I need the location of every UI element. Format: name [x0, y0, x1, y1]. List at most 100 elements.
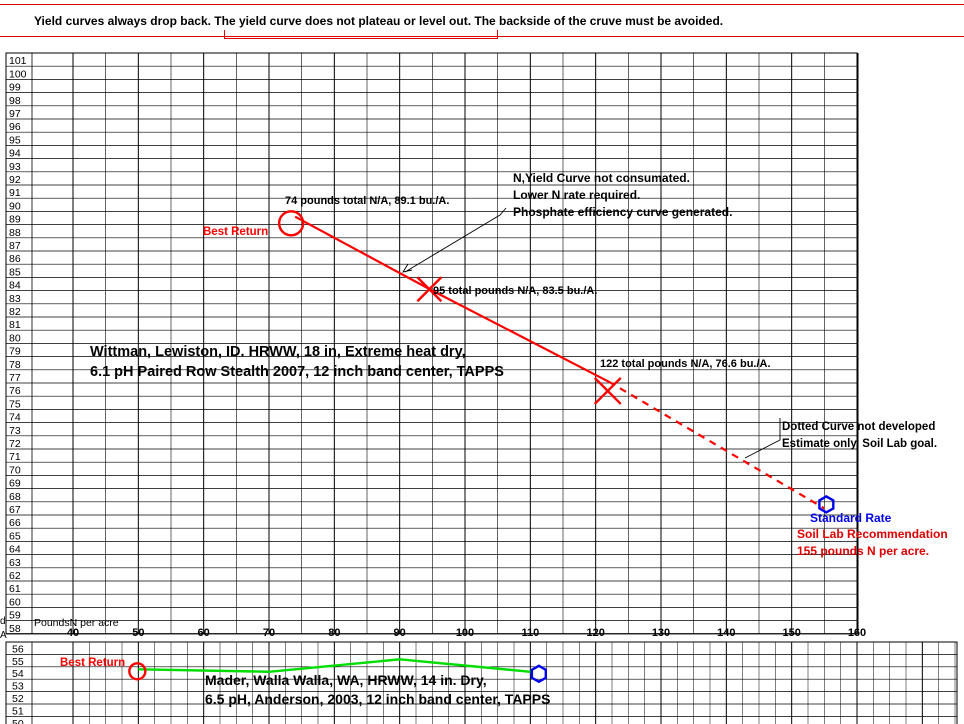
header-bracket-left: [224, 30, 225, 39]
y-tick-label: 70: [9, 464, 21, 476]
x-tick-label: 100: [456, 627, 474, 639]
y-tick-label: 79: [9, 346, 21, 358]
y-tick-label: 73: [9, 425, 21, 437]
y-tick-label: 91: [9, 187, 21, 199]
site-info-top: Wittman, Lewiston, ID. HRWW, 18 in, Extr…: [90, 344, 466, 360]
y-tick-label: 90: [9, 200, 21, 212]
y-tick-label-bottom: 54: [12, 668, 24, 680]
y-tick-label: 67: [9, 504, 21, 516]
y-tick-label: 68: [9, 491, 21, 503]
site-info-top: 6.1 pH Paired Row Stealth 2007, 12 inch …: [90, 364, 504, 380]
y-tick-label-bottom: 56: [12, 643, 24, 655]
annotation-consummated: N,Yield Curve not consumated.: [513, 171, 690, 185]
standard-rate-label: Standard Rate: [810, 511, 892, 525]
y-tick-label: 62: [9, 570, 21, 582]
best-return-marker: [277, 210, 305, 237]
point-label-95: 95 total pounds N/A, 83.5 bu./A.: [433, 285, 597, 297]
best-return-label-bottom: Best Return: [60, 657, 125, 669]
x-tick-label: 150: [782, 627, 800, 639]
y-tick-label: 95: [9, 134, 21, 146]
y-tick-label: 64: [9, 544, 21, 556]
x-tick-label: 70: [263, 627, 275, 639]
point-label-122: 122 total pounds N/A, 76.6 bu./A.: [600, 358, 771, 370]
site-info-bottom: 6.5 pH, Anderson, 2003, 12 inch band cen…: [205, 691, 550, 707]
x-tick-label: 160: [848, 627, 866, 639]
y-tick-label: 99: [9, 82, 21, 94]
x-tick-label: 40: [67, 627, 79, 639]
header-bottom-rule: [0, 36, 964, 37]
y-tick-label: 65: [9, 530, 21, 542]
x-tick-label: 140: [717, 627, 735, 639]
y-tick-label: 97: [9, 108, 21, 120]
header-bracket-right: [497, 30, 498, 39]
leader-arrowhead: [402, 263, 413, 273]
x-tick-label: 120: [586, 627, 604, 639]
y-tick-label: 88: [9, 227, 21, 239]
annotation-dotted: Dotted Curve not developed: [782, 421, 935, 433]
x-marker-95: [416, 276, 443, 303]
y-tick-label: 77: [9, 372, 21, 384]
y-tick-label: 69: [9, 478, 21, 490]
y-tick-label: 71: [9, 451, 21, 463]
series-dotted-estimate: [608, 380, 825, 510]
y-tick-label: 60: [9, 596, 21, 608]
y-tick-label: 80: [9, 332, 21, 344]
y-tick-label: 74: [9, 412, 21, 424]
y-tick-label: 75: [9, 398, 21, 410]
y-tick-label: 76: [9, 385, 21, 397]
y-tick-label: 66: [9, 517, 21, 529]
y-tick-label: 59: [9, 610, 21, 622]
y-tick-label-bottom: 50: [12, 718, 24, 724]
y-tick-label: 58: [9, 623, 21, 635]
site-info-bottom: Mader, Walla Walla, WA, HRWW, 14 in. Dry…: [205, 672, 487, 688]
y-tick-label: 78: [9, 359, 21, 371]
y-tick-label: 92: [9, 174, 21, 186]
y-tick-label: 93: [9, 161, 21, 173]
y-tick-label-bottom: 52: [12, 693, 24, 705]
y-tick-label: 86: [9, 253, 21, 265]
leader-consummated: [404, 207, 507, 273]
x-axis-label: PoundsN per acre: [34, 617, 119, 629]
annotation-dotted: Estimate only, Soil Lab goal.: [782, 438, 937, 450]
header-bracket-rule: [224, 38, 498, 39]
y-tick-label: 101: [9, 55, 27, 67]
y-tick-label: 72: [9, 438, 21, 450]
x-tick-label: 110: [521, 627, 539, 639]
x-tick-label: 130: [652, 627, 670, 639]
y-tick-label: 84: [9, 280, 21, 292]
header-top-rule: [0, 4, 964, 5]
y-tick-label: 61: [9, 583, 21, 595]
series-mader-curve: [138, 658, 531, 673]
y-tick-label-bottom: 51: [12, 705, 24, 717]
y-tick-label: 81: [9, 319, 21, 331]
y-tick-label: 100: [9, 68, 27, 80]
y-tick-label: 98: [9, 95, 21, 107]
x-tick-label: 50: [132, 627, 144, 639]
annotation-consummated: Lower N rate required.: [513, 188, 640, 202]
soil-lab-label: Soil Lab Recommendation: [797, 527, 948, 541]
standard-rate-marker-bottom: [530, 664, 547, 684]
x-tick-label: 80: [328, 627, 340, 639]
y-tick-label: 87: [9, 240, 21, 252]
best-return-label: Best Return: [203, 226, 268, 238]
leader-dotted: [744, 418, 781, 459]
y-tick-label: 96: [9, 121, 21, 133]
y-tick-label: 94: [9, 148, 21, 160]
standard-rate-marker: [818, 495, 835, 514]
y-tick-label: 82: [9, 306, 21, 318]
side-letter: A: [0, 630, 7, 641]
y-tick-label-bottom: 55: [12, 656, 24, 668]
x-tick-label: 60: [198, 627, 210, 639]
x-marker-122: [593, 377, 622, 405]
point-label-74: 74 pounds total N/A, 89.1 bu./A.: [285, 195, 449, 207]
y-tick-label: 83: [9, 293, 21, 305]
y-tick-label: 85: [9, 266, 21, 278]
side-letter: d: [0, 616, 6, 627]
best-return-marker-bottom: [128, 662, 147, 681]
y-tick-label: 63: [9, 557, 21, 569]
x-tick-label: 90: [394, 627, 406, 639]
annotation-consummated: Phosphate efficiency curve generated.: [513, 205, 732, 219]
soil-lab-label: 155 pounds N per acre.: [797, 544, 929, 558]
header-note: Yield curves always drop back. The yield…: [34, 14, 724, 28]
